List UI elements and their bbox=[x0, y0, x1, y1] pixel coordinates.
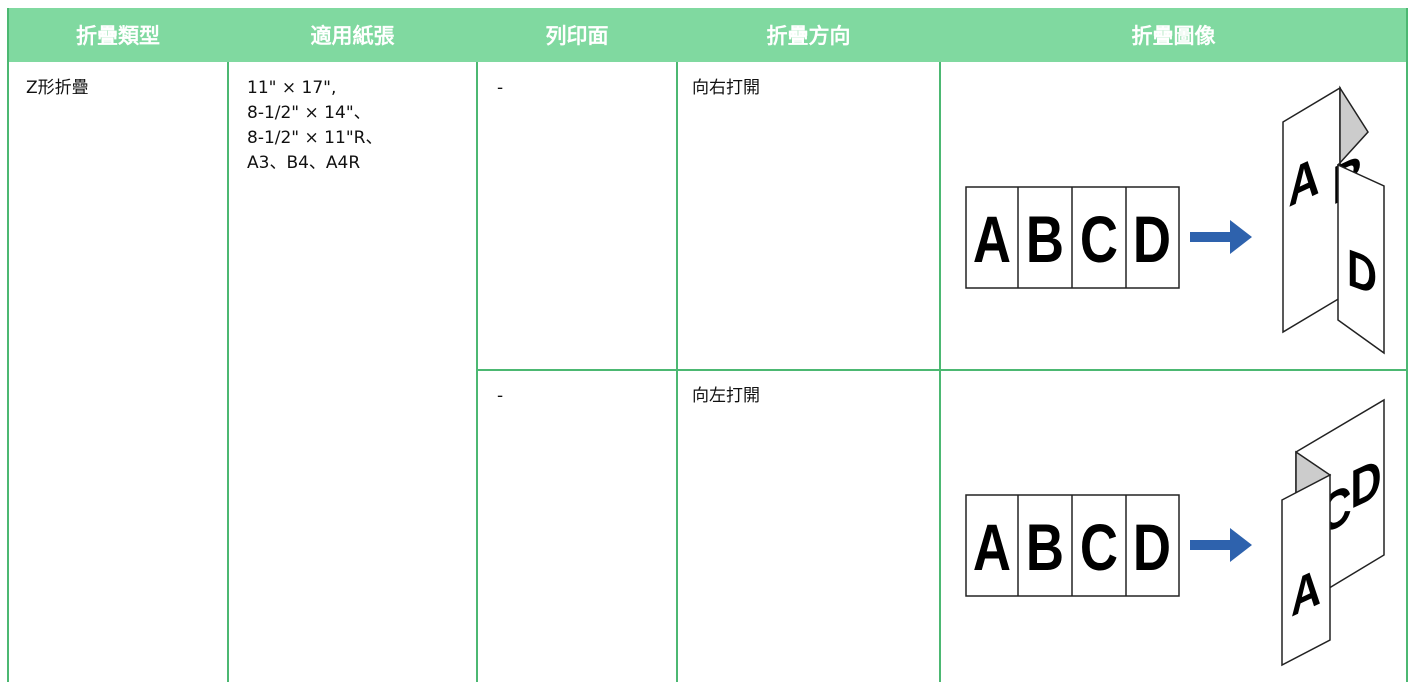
image-letter: D bbox=[1133, 202, 1171, 276]
paper-size: 8-1/2" × 14"、 bbox=[247, 103, 371, 123]
image-letter: D bbox=[1350, 446, 1381, 521]
print-side: - bbox=[497, 386, 504, 406]
direction: 向左打開 bbox=[692, 386, 760, 406]
header-cell: 適用紙張 bbox=[228, 8, 477, 62]
border bbox=[476, 62, 478, 682]
image-letter: A bbox=[1288, 144, 1319, 219]
image-letter: D bbox=[1347, 238, 1377, 307]
image-letter: A bbox=[973, 510, 1011, 584]
image-letter: D bbox=[1133, 510, 1171, 584]
image-letter: B bbox=[1026, 510, 1064, 584]
fold-type: Z形折疊 bbox=[26, 78, 89, 98]
panel bbox=[1281, 473, 1331, 667]
panel bbox=[1337, 163, 1385, 355]
header-cell: 折疊類型 bbox=[8, 8, 228, 62]
image-letter: C bbox=[1080, 202, 1118, 276]
fold-image bbox=[965, 85, 1385, 610]
border bbox=[7, 8, 9, 682]
border bbox=[939, 62, 941, 682]
image-letter: A bbox=[1291, 557, 1321, 628]
image-letter: C bbox=[1080, 510, 1118, 584]
header-cell: 折疊圖像 bbox=[940, 8, 1407, 62]
direction: 向右打開 bbox=[692, 78, 760, 98]
print-side: - bbox=[497, 78, 504, 98]
border bbox=[1406, 8, 1408, 682]
paper-size: 11" × 17", bbox=[247, 78, 337, 98]
border bbox=[227, 62, 229, 682]
image-letter: A bbox=[973, 202, 1011, 276]
header-cell: 列印面 bbox=[477, 8, 677, 62]
border bbox=[477, 369, 1407, 371]
image-letter: B bbox=[1026, 202, 1064, 276]
paper-size: A3、B4、A4R bbox=[247, 153, 361, 173]
header-cell: 折疊方向 bbox=[677, 8, 940, 62]
border bbox=[676, 62, 678, 682]
paper-size: 8-1/2" × 11"R、 bbox=[247, 128, 383, 148]
